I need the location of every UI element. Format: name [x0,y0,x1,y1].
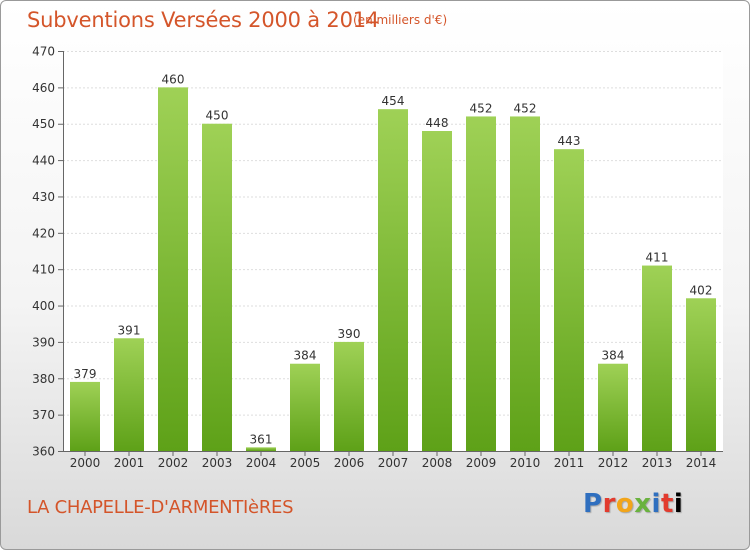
bar-2000 [70,381,100,451]
x-tick-label: 2003 [202,456,233,470]
y-tick-label: 450 [32,117,55,131]
data-label: 379 [74,367,97,381]
bars [70,87,716,452]
bar-2011 [554,149,584,451]
data-label: 402 [690,283,713,297]
data-label: 450 [206,109,229,123]
bar-2001 [114,338,144,451]
data-label: 452 [470,101,493,115]
bar-2002 [158,87,188,451]
data-label: 443 [558,134,581,148]
y-tick-label: 360 [32,445,55,459]
data-label: 361 [250,432,273,446]
x-tick-label: 2014 [686,456,717,470]
data-label: 448 [426,116,449,130]
data-label: 384 [602,349,625,363]
x-tick-label: 2002 [158,456,189,470]
y-tick-label: 380 [32,372,55,386]
data-label: 390 [338,327,361,341]
x-tick-label: 2010 [510,456,541,470]
y-tick-label: 370 [32,408,55,422]
bar-2004 [246,447,276,451]
bar-2007 [378,109,408,451]
y-tick-label: 460 [32,81,55,95]
y-tick-label: 390 [32,335,55,349]
data-labels: 379 391 460 450 361 384 390 454 448 452 452 443 384 4… [74,72,713,446]
x-tick-label: 2007 [378,456,409,470]
x-tick-label: 2013 [642,456,673,470]
data-label: 452 [514,101,537,115]
y-tick-label: 410 [32,263,55,277]
x-tick-label: 2012 [598,456,629,470]
x-tick-label: 2000 [70,456,101,470]
x-tick-label: 2009 [466,456,497,470]
x-tick-label: 2005 [290,456,321,470]
x-tick-label: 2008 [422,456,453,470]
bar-2008 [422,131,452,451]
axes: 360 370 380 390 400 410 420 430 440 450 460 470 2000… [32,45,723,470]
chart-title: Subventions Versées 2000 à 2014 [27,8,380,32]
x-tick-label: 2006 [334,456,365,470]
bar-2010 [510,116,540,452]
x-tick-label: 2004 [246,456,277,470]
bar-2009 [466,116,496,452]
place-name: LA CHAPELLE-D'ARMENTIèRES [27,497,294,518]
bar-2014 [686,298,716,451]
chart-subtitle: (en milliers d'€) [353,13,448,27]
y-tick-label: 440 [32,154,55,168]
data-label: 391 [118,323,141,337]
proxiti-logo: Proxiti [583,489,684,519]
x-tick-label: 2011 [554,456,585,470]
bar-2003 [202,123,232,452]
data-label: 411 [646,251,669,265]
y-tick-label: 430 [32,190,55,204]
data-label: 384 [294,349,317,363]
y-tick-label: 470 [32,45,55,59]
bar-2012 [598,363,628,451]
y-tick-label: 400 [32,299,55,313]
bar-2013 [642,265,672,451]
x-tick-label: 2001 [114,456,145,470]
bar-2006 [334,341,364,451]
y-tick-label: 420 [32,226,55,240]
data-label: 454 [382,94,405,108]
bar-2005 [290,363,320,451]
data-label: 460 [162,72,185,86]
